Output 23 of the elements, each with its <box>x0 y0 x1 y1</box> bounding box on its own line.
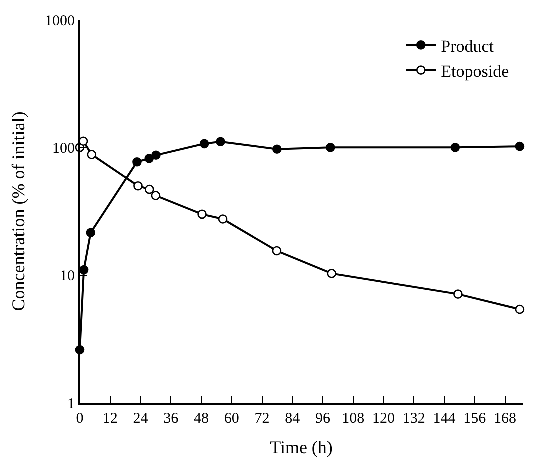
x-tick-label: 48 <box>194 411 210 427</box>
y-tick-label: 1 <box>68 396 75 412</box>
y-tick-label: 1000 <box>45 13 75 30</box>
x-tick-label: 12 <box>102 411 118 427</box>
x-tick-label: 96 <box>316 411 332 427</box>
x-tick-label: 60 <box>224 411 240 427</box>
x-tick-label: 156 <box>464 411 487 427</box>
x-tick-label: 24 <box>133 411 149 427</box>
x-tick-label: 84 <box>285 411 301 427</box>
x-tick-label: 0 <box>76 411 84 427</box>
y-axis-title: Concentration (% of initial) <box>8 112 29 312</box>
x-tick-label: 120 <box>372 411 396 427</box>
x-tick-label: 108 <box>342 411 365 427</box>
x-axis-title: Time (h) <box>270 438 333 458</box>
legend-label: Product <box>441 36 494 56</box>
x-tick-label: 36 <box>164 411 180 427</box>
legend-label: Etoposide <box>441 62 510 81</box>
x-tick-label: 168 <box>494 411 517 427</box>
y-tick-label: 100 <box>52 140 75 157</box>
y-tick-label: 10 <box>60 268 75 285</box>
x-tick-label: 132 <box>402 411 426 427</box>
x-tick-label: 144 <box>433 411 456 427</box>
x-tick-label: 72 <box>254 411 270 427</box>
